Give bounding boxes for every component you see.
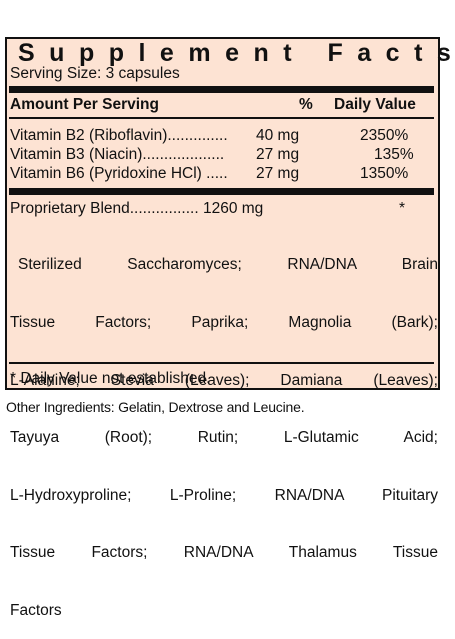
daily-value-footnote: * Daily Value not established. [10,370,211,387]
percent-heading: % [299,96,313,113]
nutrient-amount: 40 mg [256,127,300,144]
blend-ingredients: Sterilized Saccharomyces; RNA/DNA Brain … [10,217,438,639]
nutrient-amount: 27 mg [256,165,300,182]
blend-ingredients-line: L-Hydroxyproline; L-Proline; RNA/DNA Pit… [10,486,438,504]
nutrient-daily-value: 135% [374,146,414,163]
serving-size: Serving Size: 3 capsules [10,65,180,82]
blend-ingredients-line: Tissue Factors; Paprika; Magnolia (Bark)… [10,314,438,332]
thick-divider-middle [9,188,434,195]
supplement-facts-panel [5,37,440,390]
other-ingredients: Other Ingredients: Gelatin, Dextrose and… [6,399,305,415]
nutrient-daily-value: 2350% [360,127,409,144]
nutrient-amount: 27 mg [256,146,300,163]
blend-ingredients-line: Sterilized Saccharomyces; RNA/DNA Brain [18,256,438,274]
blend-name: Proprietary Blend................ 1260 m… [10,200,264,217]
daily-value-heading: Daily Value [334,96,416,113]
nutrient-name: Vitamin B2 (Riboflavin).............. [10,127,228,144]
blend-ingredients-line: Tayuya (Root); Rutin; L-Glutamic Acid; [10,429,438,447]
blend-ingredients-line: Tissue Factors; RNA/DNA Thalamus Tissue [10,544,438,562]
blend-ingredients-line: L-Alanine; Stevia (Leaves); Damiana (Lea… [10,371,438,389]
nutrient-name: Vitamin B6 (Pyridoxine HCl) ..... [10,165,228,182]
nutrient-name: Vitamin B3 (Niacin)................... [10,146,225,163]
thick-divider-top [9,86,434,93]
panel-title: Supplement Facts [18,39,455,67]
thin-divider-bottom [9,362,434,364]
thin-divider [9,117,434,119]
blend-ingredients-line: Factors [10,602,62,620]
amount-per-serving-heading: Amount Per Serving [10,96,159,113]
nutrient-daily-value: 1350% [360,165,409,182]
blend-daily-value-mark: * [399,200,406,217]
